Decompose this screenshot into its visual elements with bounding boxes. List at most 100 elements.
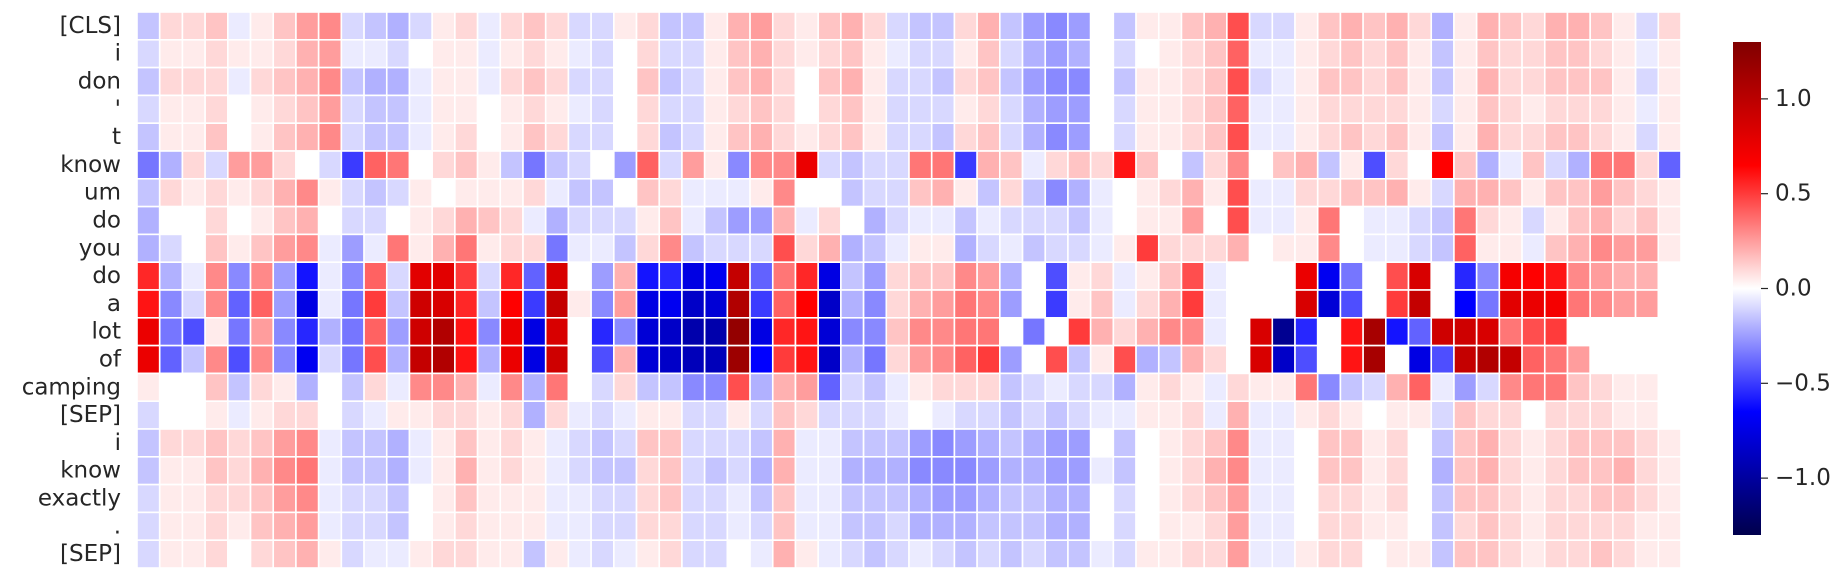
heatmap-cell (1385, 122, 1410, 152)
heatmap-cell (1385, 94, 1410, 125)
heatmap-cell (590, 178, 615, 208)
heatmap-cell (385, 400, 411, 430)
heatmap-cell (749, 11, 774, 41)
heatmap-cell (1089, 344, 1115, 375)
heatmap-cell (1112, 400, 1137, 430)
heatmap-cell (1657, 178, 1682, 208)
heatmap-cell (181, 11, 206, 41)
heatmap-cell (1271, 11, 1296, 41)
colorbar: −1.0 −0.5 0.0 0.5 1.0 (1733, 42, 1831, 535)
heatmap-cell (1362, 344, 1387, 375)
heatmap-cell (1067, 233, 1092, 263)
heatmap-cells (136, 11, 1682, 569)
heatmap-cell (953, 11, 978, 41)
heatmap-cell (204, 261, 229, 291)
heatmap-cell (1543, 38, 1569, 69)
heatmap-cell (1589, 316, 1614, 347)
heatmap-cell (1180, 511, 1205, 542)
heatmap-cell (1407, 316, 1433, 347)
heatmap-cell (1226, 261, 1251, 291)
heatmap-cell (590, 66, 615, 97)
heatmap-cell (930, 483, 956, 514)
heatmap-cell (1180, 94, 1205, 125)
heatmap-cell (976, 400, 1001, 430)
heatmap-cell (1657, 372, 1682, 402)
heatmap-cell (703, 483, 729, 514)
heatmap-cell (1339, 150, 1364, 180)
heatmap-cell (295, 66, 320, 97)
heatmap-cell (908, 233, 933, 263)
heatmap-cell (658, 455, 683, 486)
heatmap-cell (613, 316, 638, 347)
heatmap-cell (204, 483, 229, 514)
heatmap-cell (295, 483, 320, 514)
heatmap-cell (681, 316, 706, 347)
heatmap-cell (1475, 150, 1501, 180)
heatmap-cell (953, 539, 978, 569)
heatmap-cell (613, 94, 638, 125)
heatmap-cell (1271, 372, 1296, 402)
heatmap-cell (1339, 483, 1364, 514)
heatmap-cell (613, 428, 638, 458)
heatmap-cell (1430, 400, 1455, 430)
heatmap-cell (1203, 344, 1228, 375)
heatmap-cell (771, 344, 797, 375)
heatmap-cell (499, 178, 524, 208)
heatmap-cell (499, 289, 524, 319)
heatmap-cell (635, 94, 661, 125)
heatmap-cell (1521, 261, 1546, 291)
heatmap-cell (567, 261, 592, 291)
heatmap-cell (908, 289, 933, 319)
heatmap-cell (454, 38, 479, 69)
heatmap-cell (1316, 122, 1342, 152)
heatmap-cell (1044, 205, 1069, 236)
heatmap-cell (136, 261, 161, 291)
heatmap-cell (1543, 261, 1569, 291)
heatmap-cell (1180, 428, 1205, 458)
row-label: t (112, 124, 121, 150)
heatmap-cell (1089, 539, 1115, 569)
heatmap-cell (1453, 94, 1478, 125)
heatmap-cell (1566, 511, 1591, 542)
heatmap-cell (1475, 205, 1501, 236)
heatmap-cell (1226, 94, 1251, 125)
heatmap-cell (1612, 233, 1637, 263)
heatmap-cell (749, 455, 774, 486)
heatmap-cell (1498, 11, 1523, 41)
heatmap-cell (1044, 483, 1069, 514)
heatmap-cell (999, 400, 1024, 430)
heatmap-cell (1112, 455, 1137, 486)
heatmap-cell (544, 150, 570, 180)
heatmap-cell (363, 400, 388, 430)
heatmap-cell (340, 511, 365, 542)
heatmap-cell (635, 344, 661, 375)
heatmap-cell (1089, 205, 1115, 236)
heatmap-cell (1521, 428, 1546, 458)
heatmap-cell (1498, 344, 1523, 375)
heatmap-cell (1498, 483, 1523, 514)
heatmap-cell (1316, 289, 1342, 319)
heatmap-cell (885, 261, 910, 291)
heatmap-cell (1612, 483, 1637, 514)
heatmap-cell (158, 316, 184, 347)
heatmap-cell (590, 400, 615, 430)
heatmap-cell (136, 400, 161, 430)
heatmap-cell (158, 344, 184, 375)
heatmap-cell (862, 38, 888, 69)
heatmap-cell (1067, 316, 1092, 347)
heatmap-cell (317, 511, 343, 542)
heatmap-cell (272, 66, 297, 97)
heatmap-cell (1362, 483, 1387, 514)
heatmap-cell (1339, 289, 1364, 319)
heatmap-cell (976, 455, 1001, 486)
heatmap-cell (1226, 511, 1251, 542)
heatmap-cell (703, 261, 729, 291)
heatmap-cell (1044, 289, 1069, 319)
heatmap-cell (930, 511, 956, 542)
heatmap-cell (681, 483, 706, 514)
heatmap-cell (1248, 150, 1274, 180)
heatmap-cell (249, 122, 275, 152)
heatmap-cell (726, 261, 751, 291)
heatmap-cell (158, 178, 184, 208)
heatmap-cell (1271, 428, 1296, 458)
